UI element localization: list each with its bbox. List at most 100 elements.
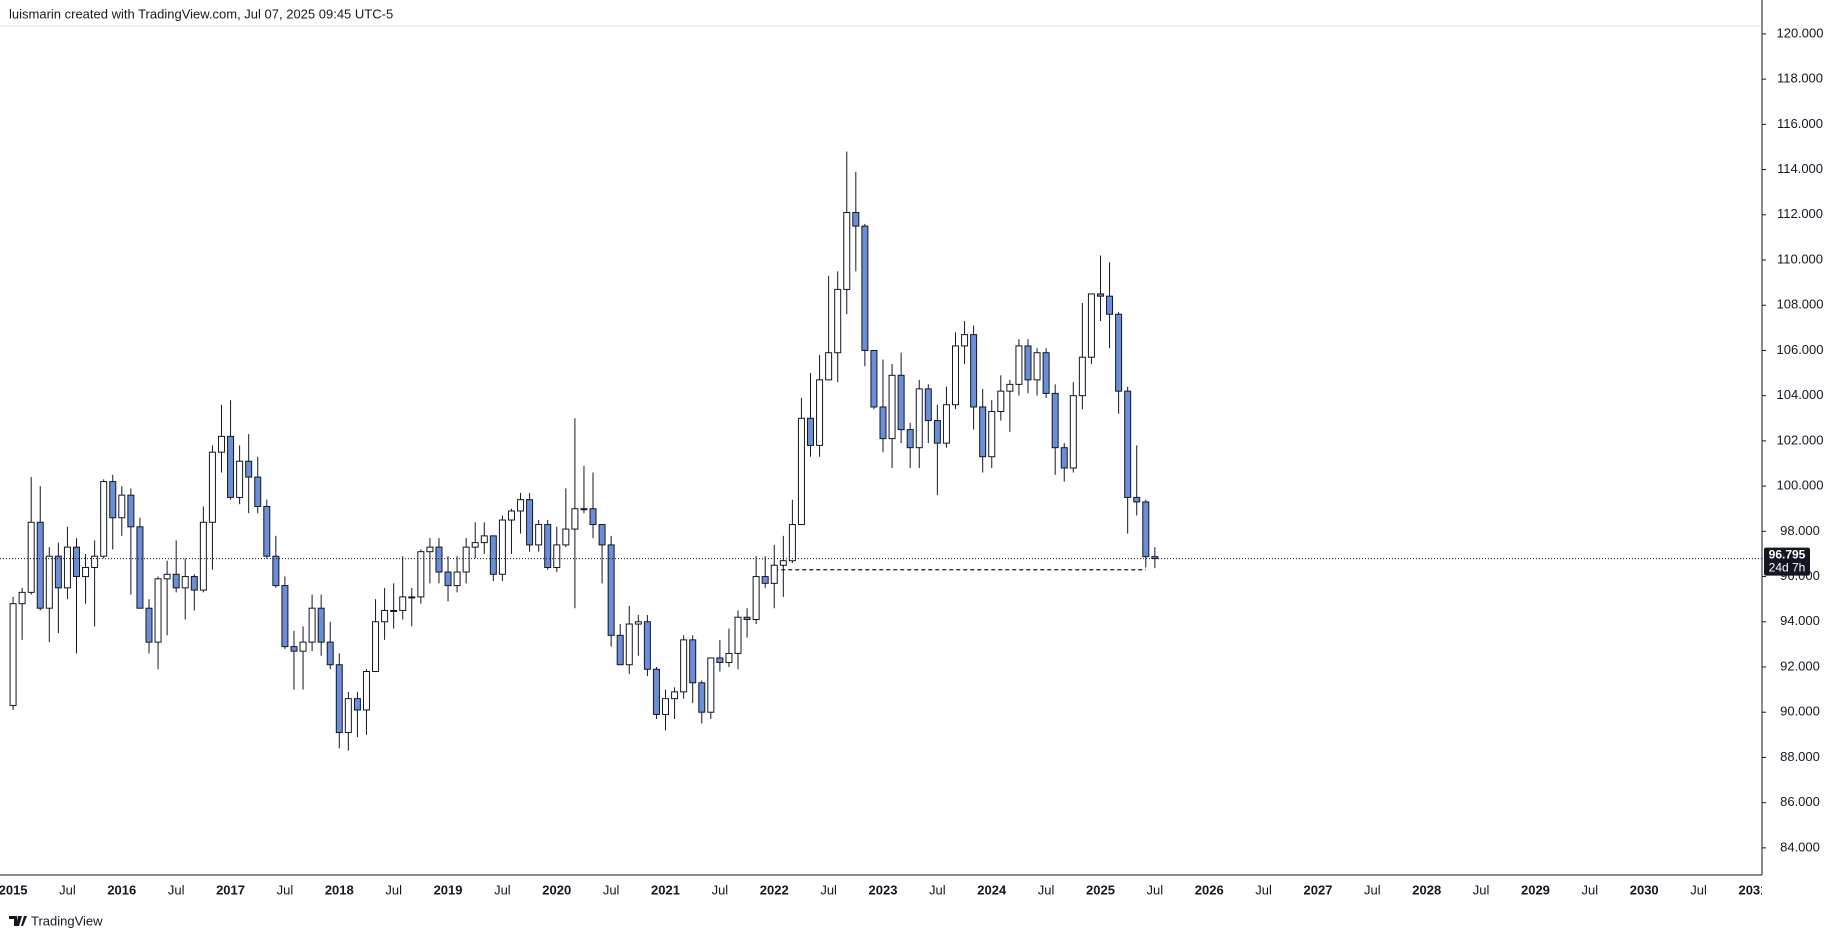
x-tick-label: 2031 — [1738, 882, 1767, 897]
candle-body — [1060, 447, 1068, 469]
y-tick-label: 102.000 — [1777, 432, 1824, 447]
candle-body — [63, 546, 71, 589]
candle-body — [1006, 383, 1014, 392]
candle-body — [163, 573, 171, 580]
candle-body — [208, 451, 216, 523]
candle-body — [9, 603, 17, 706]
candle-body — [662, 698, 670, 715]
candle-body — [988, 410, 996, 458]
candle-body — [816, 379, 824, 446]
x-tick-label: 2020 — [542, 882, 571, 897]
candle-body — [127, 494, 135, 528]
candle-body — [1024, 345, 1032, 381]
candle-body — [671, 691, 679, 700]
candle-body — [1106, 295, 1114, 315]
x-tick-label: Jul — [494, 882, 511, 897]
x-tick-label: Jul — [1582, 882, 1599, 897]
candle-body — [834, 288, 842, 354]
candle-body — [879, 406, 887, 440]
candle-body — [807, 417, 815, 446]
logo-icon — [9, 916, 27, 926]
candle-body — [716, 657, 724, 663]
x-tick-label: 2024 — [977, 882, 1007, 897]
x-tick-label: 2027 — [1304, 882, 1333, 897]
candle-body — [317, 607, 325, 643]
x-tick-label: Jul — [1038, 882, 1055, 897]
candle-body — [843, 212, 851, 290]
candle-body — [1142, 501, 1150, 558]
candle-body — [734, 616, 742, 654]
last-price-label: 96.795 — [1769, 548, 1806, 562]
candle-body — [1015, 345, 1023, 385]
candle-body — [1051, 392, 1059, 449]
candle-body — [1151, 556, 1159, 560]
candle-body — [906, 429, 914, 449]
candle-body — [634, 621, 642, 625]
candle-body — [942, 404, 950, 444]
logo: TradingView — [9, 913, 103, 928]
candle-body — [535, 524, 543, 546]
x-tick-label: Jul — [603, 882, 620, 897]
y-tick-label: 112.000 — [1777, 206, 1823, 221]
candle-body — [861, 225, 869, 351]
candle-body — [326, 641, 334, 666]
candle-body — [580, 508, 588, 511]
candle-body — [453, 571, 461, 587]
candle-body — [607, 544, 615, 636]
y-tick-label: 92.000 — [1780, 658, 1820, 673]
y-tick-label: 114.000 — [1777, 161, 1823, 176]
y-tick-label: 118.000 — [1777, 71, 1823, 86]
candle-body — [236, 460, 244, 498]
x-tick-label: Jul — [929, 882, 946, 897]
candle-body — [217, 435, 225, 453]
candle-body — [1069, 395, 1077, 469]
last-price-box — [1764, 547, 1810, 576]
x-tick-label: 2022 — [760, 882, 789, 897]
candle-body — [598, 524, 606, 546]
y-tick-label: 84.000 — [1780, 839, 1820, 854]
candle-body — [91, 555, 99, 569]
candle-body — [517, 499, 525, 512]
y-tick-label: 110.000 — [1777, 251, 1823, 266]
candle-body — [290, 646, 298, 652]
candle-body — [507, 510, 515, 521]
candle-body — [263, 505, 271, 557]
x-tick-label: Jul — [1255, 882, 1272, 897]
candle-body — [761, 576, 769, 584]
x-tick-label: 2018 — [325, 882, 354, 897]
candle-body — [1124, 390, 1132, 498]
x-tick-label: 2016 — [107, 882, 136, 897]
candle-body — [281, 585, 289, 648]
candle-body — [154, 578, 162, 643]
candle-body — [471, 542, 479, 548]
candle-body — [100, 481, 108, 557]
candle-body — [680, 639, 688, 693]
candle-body — [344, 698, 352, 734]
x-tick-label: Jul — [1364, 882, 1381, 897]
candle-body — [852, 212, 860, 227]
candle-body — [961, 334, 969, 347]
candle-body — [788, 524, 796, 562]
candle-body — [399, 596, 407, 611]
candle-body — [979, 406, 987, 458]
candle-body — [272, 555, 280, 587]
candle-body — [970, 334, 978, 408]
candle-body — [498, 519, 506, 575]
y-tick-label: 104.000 — [1777, 387, 1824, 402]
candle-body — [254, 476, 262, 507]
candle-body — [553, 544, 561, 569]
candle-body — [770, 564, 778, 584]
candle-body — [82, 567, 90, 578]
candle-body — [698, 682, 706, 713]
candle-body — [571, 508, 579, 530]
candle-body — [299, 641, 307, 652]
candle-body — [408, 596, 416, 599]
candle-body — [951, 345, 959, 406]
candle-body — [362, 671, 370, 711]
candle-body — [1087, 293, 1095, 358]
x-tick-label: 2028 — [1412, 882, 1441, 897]
y-tick-label: 116.000 — [1777, 116, 1823, 131]
